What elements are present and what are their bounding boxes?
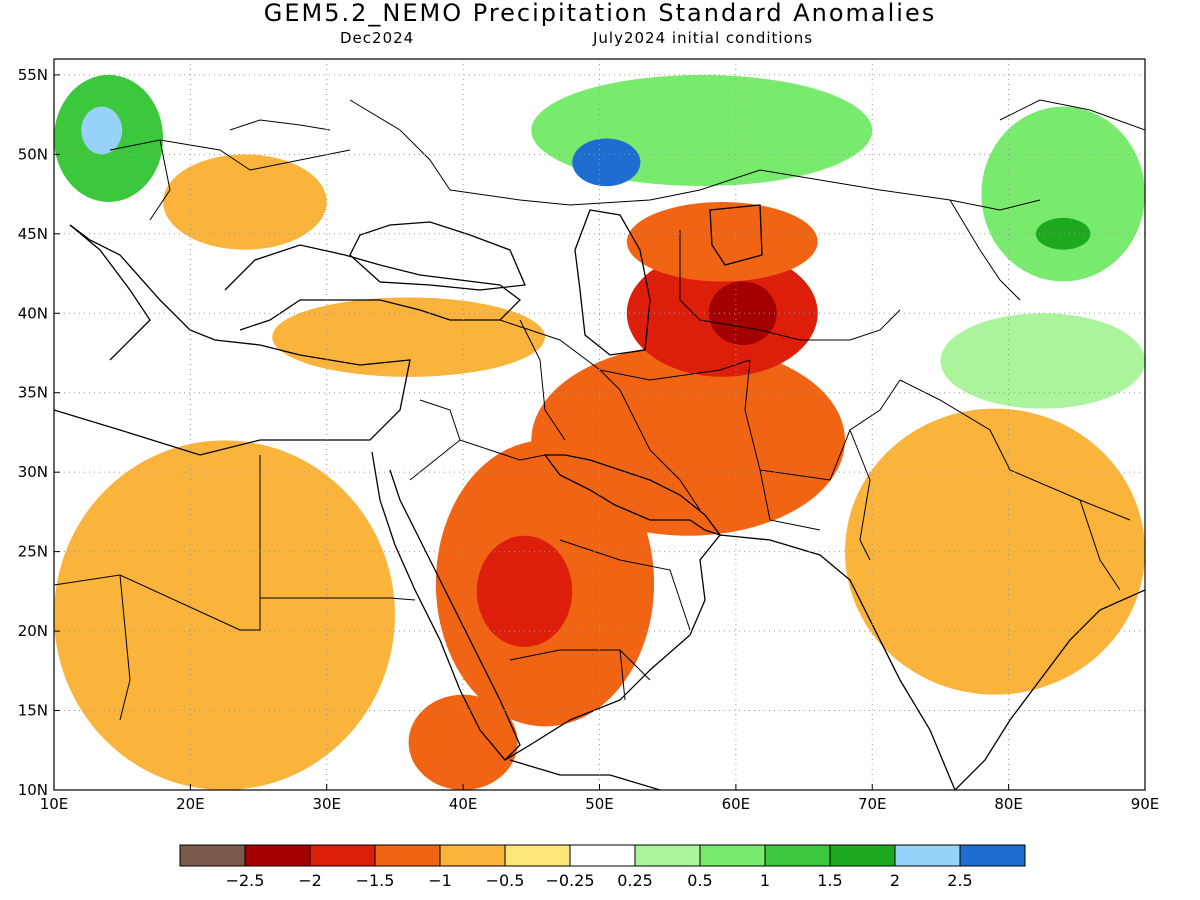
y-tick-label: 55N <box>18 66 48 84</box>
y-tick-label: 25N <box>18 543 48 561</box>
iran-dry <box>531 345 845 536</box>
colorbar-swatch <box>764 844 831 867</box>
colorbar-label: 2 <box>890 871 900 890</box>
colorbar-swatch <box>244 844 311 867</box>
x-tick-label: 70E <box>858 795 887 813</box>
colorbar-swatch <box>374 844 441 867</box>
y-tick-label: 50N <box>18 145 48 163</box>
balkans-dry <box>163 154 327 250</box>
russia-wet-core <box>572 138 641 187</box>
arabia-core <box>476 535 573 647</box>
colorbar-swatch <box>829 844 896 867</box>
colorbar-label: −2.5 <box>226 871 265 890</box>
colorbar-label: −0.5 <box>486 871 525 890</box>
colorbar-label: −0.25 <box>545 871 594 890</box>
y-tick-label: 35N <box>18 384 48 402</box>
colorbar-label: −1.5 <box>356 871 395 890</box>
colorbar-label: 2.5 <box>947 871 972 890</box>
axis-ticks: 10E 20E 30E 40E 50E 60E 70E 80E 90E 55N 50N 45N 40N 3… <box>18 66 1160 813</box>
y-tick-label: 40N <box>18 304 48 322</box>
map-title: GEM5.2_NEMO Precipitation Standard Anoma… <box>263 0 937 27</box>
x-tick-label: 60E <box>722 795 751 813</box>
mongolia-wet-core <box>1035 217 1091 250</box>
x-tick-label: 80E <box>994 795 1023 813</box>
y-tick-label: 30N <box>18 463 48 481</box>
colorbar-swatch <box>699 844 766 867</box>
colorbar-label: 1 <box>760 871 770 890</box>
country-borders <box>54 99 1145 721</box>
north-africa-dry <box>54 440 395 790</box>
y-tick-label: 15N <box>18 702 48 720</box>
x-tick-label: 30E <box>312 795 341 813</box>
colorbar-swatch <box>894 844 961 867</box>
colorbar-label: −2 <box>298 871 322 890</box>
europe-wet-core <box>81 106 123 155</box>
colorbar-swatch <box>634 844 701 867</box>
colorbar-swatch <box>504 844 571 867</box>
y-tick-label: 45N <box>18 225 48 243</box>
forecast-month: Dec2024 <box>340 29 415 47</box>
central-asia-core <box>708 281 777 346</box>
colorbar: −2.5 −2 −1.5 −1 −0.5 −0.25 0.25 0.5 1 1.5 2 2.5 <box>179 844 1026 890</box>
x-tick-label: 90E <box>1131 795 1160 813</box>
initial-conditions: July2024 initial conditions <box>593 29 814 47</box>
coastlines <box>54 204 1145 790</box>
colorbar-label: 0.5 <box>687 871 712 890</box>
ethiopia-dry <box>408 694 518 790</box>
kazakh-dry <box>626 202 818 282</box>
x-tick-label: 10E <box>40 795 69 813</box>
colorbar-swatch <box>309 844 376 867</box>
y-tick-label: 20N <box>18 622 48 640</box>
colorbar-label: 1.5 <box>817 871 842 890</box>
mongolia-wet <box>981 106 1145 282</box>
colorbar-label: 0.25 <box>617 871 653 890</box>
colorbar-swatch <box>959 844 1026 867</box>
colorbar-swatch <box>569 844 636 867</box>
x-tick-label: 50E <box>585 795 614 813</box>
colorbar-label: −1 <box>428 871 452 890</box>
turkey-dry <box>272 297 545 377</box>
tibet-wet <box>940 313 1145 409</box>
colorbar-swatch <box>439 844 506 867</box>
y-tick-label: 10N <box>18 781 48 799</box>
x-tick-label: 40E <box>449 795 478 813</box>
colorbar-swatch <box>179 844 246 867</box>
x-tick-label: 20E <box>176 795 205 813</box>
